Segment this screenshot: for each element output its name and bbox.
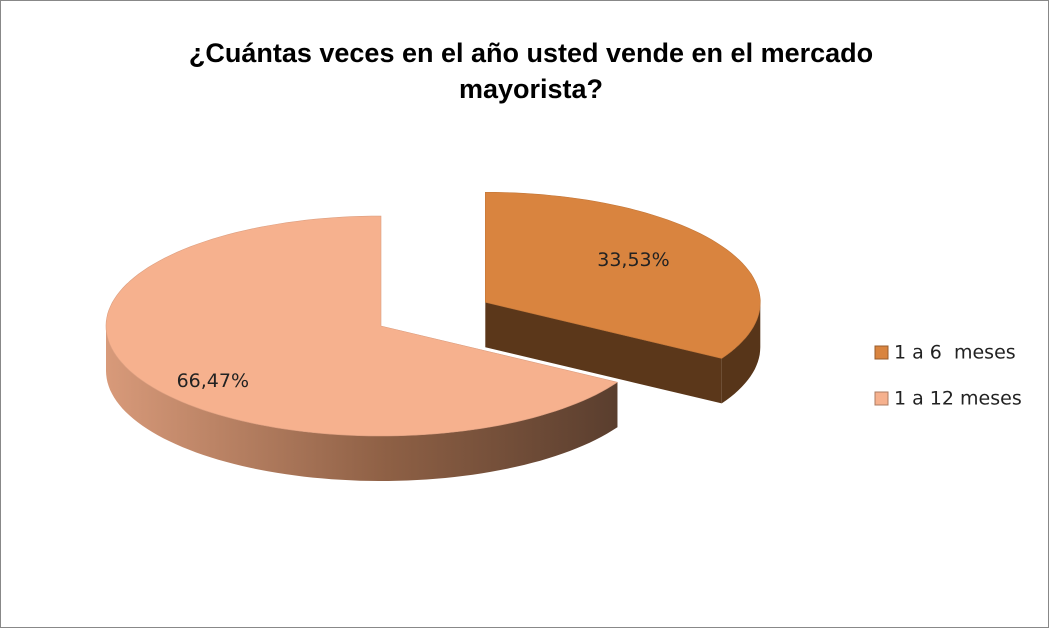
legend-label: 1 a 12 meses [894, 388, 1022, 410]
slice-wall [721, 302, 761, 404]
slice-side [485, 302, 722, 404]
legend-swatch [874, 391, 889, 406]
slice [484, 192, 761, 359]
data-label: 66,47% [177, 370, 249, 392]
slice [105, 215, 619, 437]
slice-wall [106, 326, 618, 481]
data-label: 33,53% [597, 249, 669, 271]
chart-title: ¿Cuántas veces en el año usted vende en … [188, 38, 874, 104]
legend-swatch [874, 345, 889, 360]
legend-label: 1 a 6 meses [894, 342, 1016, 364]
